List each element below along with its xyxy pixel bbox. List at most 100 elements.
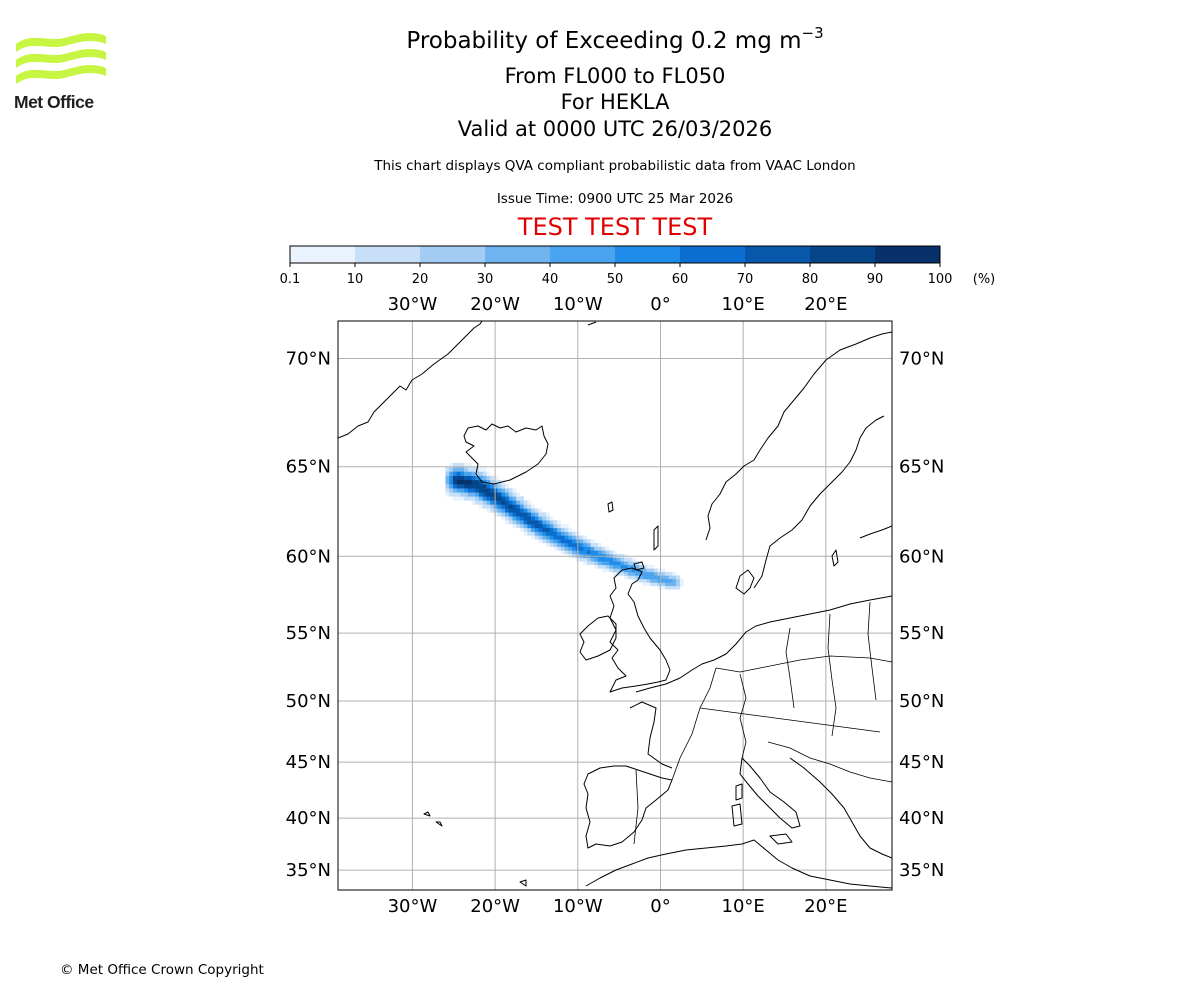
plume-cell bbox=[505, 496, 510, 501]
title-text: Probability of Exceeding 0.2 mg m bbox=[406, 28, 802, 54]
plume-cell bbox=[583, 546, 588, 551]
latitude-label-right: 60°N bbox=[899, 546, 944, 567]
plume-cell bbox=[493, 488, 498, 493]
latitude-label-left: 70°N bbox=[286, 349, 331, 370]
plume-cell bbox=[445, 484, 450, 489]
plume-cell bbox=[676, 585, 681, 590]
plume-cell bbox=[445, 492, 450, 497]
plume-cell bbox=[560, 531, 565, 536]
plume-cell bbox=[456, 479, 461, 485]
plume-cell bbox=[624, 561, 629, 566]
scandinavia-coast bbox=[705, 331, 892, 541]
plume-cell bbox=[542, 512, 547, 517]
plume-cell bbox=[527, 531, 532, 536]
latitude-label-right: 50°N bbox=[899, 691, 944, 712]
plume-cell bbox=[605, 550, 610, 555]
plume-cell bbox=[620, 557, 625, 562]
plume-cell bbox=[594, 557, 599, 562]
plume-cell bbox=[497, 504, 502, 509]
plume-cell bbox=[560, 542, 565, 547]
flight-level-range: From FL000 to FL050 bbox=[504, 64, 726, 88]
colorbar-unit: (%) bbox=[973, 272, 996, 287]
plume-cell bbox=[490, 475, 495, 481]
plume-cell bbox=[452, 479, 457, 485]
plume-cell bbox=[512, 504, 517, 509]
plume-cell bbox=[650, 564, 655, 569]
plume-cell bbox=[478, 492, 484, 497]
plume-cell bbox=[598, 542, 603, 547]
plume-cell bbox=[505, 492, 510, 497]
plume-cell bbox=[478, 475, 484, 481]
plume-cell bbox=[549, 535, 554, 540]
plume-cell bbox=[564, 539, 569, 544]
plume-cell bbox=[467, 484, 472, 489]
plume-cell bbox=[456, 475, 461, 481]
latitude-label-right: 40°N bbox=[899, 808, 944, 829]
plume-cell bbox=[568, 531, 573, 536]
plume-cell bbox=[598, 564, 603, 569]
plume-cell bbox=[646, 575, 651, 580]
plume-cell bbox=[527, 516, 532, 521]
latitude-label-left: 40°N bbox=[286, 808, 331, 829]
longitude-label-bottom: 20°W bbox=[470, 896, 520, 917]
plume-cell bbox=[568, 546, 573, 551]
plume-cell bbox=[508, 504, 513, 509]
plume-cell bbox=[661, 578, 666, 583]
plume-cell bbox=[519, 508, 524, 513]
plume-cell bbox=[676, 578, 681, 583]
plume-cell bbox=[616, 561, 621, 566]
plume-cell bbox=[531, 527, 536, 532]
plume-cell bbox=[538, 512, 543, 517]
jan-mayen bbox=[587, 321, 597, 326]
colorbar-cell bbox=[420, 246, 486, 263]
plume-cell bbox=[460, 479, 465, 485]
plume-cell bbox=[676, 582, 681, 587]
plume-cell bbox=[627, 561, 632, 566]
colorbar-tick-label: 90 bbox=[867, 272, 884, 287]
plume-cell bbox=[579, 557, 584, 562]
plume-cell bbox=[549, 527, 554, 532]
plume-cell bbox=[568, 542, 573, 547]
plume-cell bbox=[642, 571, 647, 576]
plume-cell bbox=[512, 492, 517, 497]
country-borders bbox=[633, 601, 892, 845]
latitude-label-right: 65°N bbox=[899, 457, 944, 478]
orkney bbox=[633, 561, 645, 571]
plume-cell bbox=[456, 492, 461, 497]
plume-cell bbox=[545, 531, 550, 536]
plume-cell bbox=[512, 508, 517, 513]
valid-time: Valid at 0000 UTC 26/03/2026 bbox=[457, 117, 773, 141]
plume-cell bbox=[635, 575, 640, 580]
plume-cell bbox=[612, 550, 617, 555]
plume-cell bbox=[609, 561, 614, 566]
plume-cell bbox=[505, 520, 510, 525]
plume-cell bbox=[564, 527, 569, 532]
plume-cell bbox=[516, 508, 521, 513]
colorbar-cell bbox=[680, 246, 746, 263]
chart-subtitle: This chart displays QVA compliant probab… bbox=[374, 158, 856, 174]
plume-cell bbox=[478, 500, 484, 505]
plume-cell bbox=[490, 484, 495, 489]
plume-cell bbox=[534, 520, 539, 525]
plume-cell bbox=[475, 475, 480, 481]
plume-cell bbox=[601, 546, 606, 551]
plume-cell bbox=[464, 475, 469, 481]
latitude-label-left: 65°N bbox=[286, 457, 331, 478]
colorbar-tick-label: 30 bbox=[477, 272, 494, 287]
plume-cell bbox=[624, 575, 629, 580]
plume-cell bbox=[445, 467, 450, 472]
map: 30°W 30°W 20°W 20°W 10°W 10°W 0° 0° 10°E 10°E 20°E… bbox=[286, 294, 945, 917]
plume-cell bbox=[653, 582, 658, 587]
plume-cell bbox=[579, 539, 584, 544]
plume-cell bbox=[486, 475, 491, 481]
plume-cell bbox=[538, 531, 543, 536]
plume-cell bbox=[616, 557, 621, 562]
plume-cell bbox=[449, 475, 454, 481]
plume-cell bbox=[668, 582, 673, 587]
plume-cell bbox=[624, 557, 629, 562]
plume-cell bbox=[445, 471, 450, 476]
longitude-label-bottom: 30°W bbox=[388, 896, 438, 917]
plume-cell bbox=[646, 571, 651, 576]
colorbar-tick-label: 10 bbox=[347, 272, 364, 287]
plume-cell bbox=[557, 546, 562, 551]
